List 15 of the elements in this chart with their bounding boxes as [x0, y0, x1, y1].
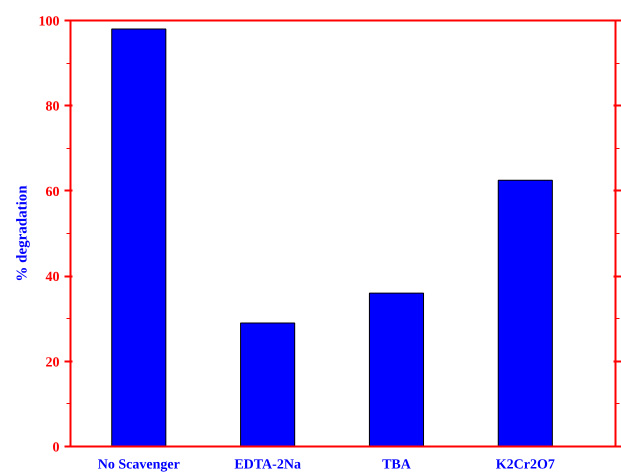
x-tick-label: K2Cr2O7	[496, 458, 555, 472]
bar	[368, 292, 424, 446]
x-tick-label: No Scavenger	[98, 458, 180, 472]
y-tick-label: 0	[52, 440, 60, 456]
bar	[240, 322, 296, 446]
x-tick-label: TBA	[382, 458, 412, 472]
y-axis-title: % degradation	[14, 184, 30, 282]
y-tick-label: 80	[46, 100, 60, 115]
y-tick-label: 100	[38, 14, 60, 30]
y-tick-label: 20	[46, 355, 60, 370]
bar	[111, 28, 166, 446]
y-tick-label: 40	[46, 270, 60, 286]
y-tick-label: 60	[46, 184, 60, 200]
bar	[498, 180, 553, 446]
x-tick-label: EDTA-2Na	[234, 458, 301, 472]
